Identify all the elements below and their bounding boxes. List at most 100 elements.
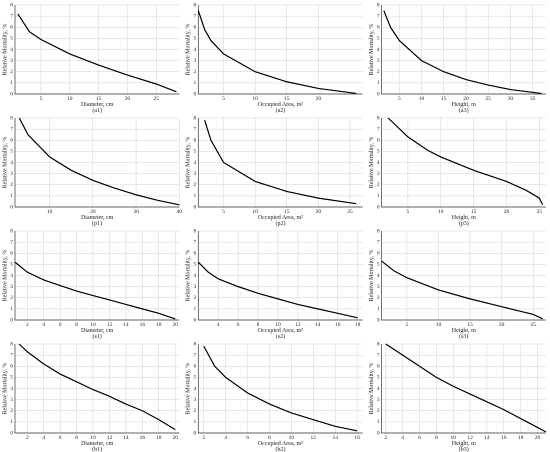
x-tick-label: 15	[471, 209, 477, 215]
y-tick-label: 5	[194, 36, 197, 42]
y-tick-label: 7	[194, 13, 197, 19]
x-axis-label: Diameter, cm	[81, 328, 114, 334]
axes	[14, 5, 180, 95]
y-tick-label: 1	[377, 80, 380, 86]
y-tick-label: 8	[194, 228, 197, 234]
axes	[197, 5, 363, 95]
curve	[387, 117, 544, 206]
x-tick-label: 8	[257, 322, 260, 328]
y-tick-label: 3	[10, 397, 13, 403]
curve	[18, 343, 176, 431]
y-tick-label: 2	[377, 69, 380, 75]
y-tick-label: 3	[377, 397, 380, 403]
panel: 0 1 2 3 4 5 6 7 8 5 10 15 20 25 Height, m(s3) Relative …	[369, 228, 546, 340]
x-tick-label: 2	[202, 435, 205, 441]
x-tick-label: 18	[156, 322, 162, 328]
y-tick-label: 4	[194, 47, 197, 53]
y-tick-label: 8	[10, 115, 13, 121]
y-tick-label: 6	[194, 25, 197, 31]
x-axis-label: Height, m	[452, 441, 476, 447]
y-tick-label: 5	[10, 375, 13, 381]
y-tick-label: 4	[10, 160, 13, 166]
y-tick-label: 1	[194, 193, 197, 199]
y-tick-label: 2	[10, 69, 13, 75]
x-tick-label: 20	[499, 322, 505, 328]
y-tick-label: 3	[377, 171, 380, 177]
y-tick-label: 7	[194, 352, 197, 358]
x-tick-label: 20	[504, 209, 510, 215]
y-tick-label: 6	[10, 251, 13, 257]
y-tick-label: 7	[10, 13, 13, 19]
y-tick-label: 1	[10, 80, 13, 86]
y-tick-label: 1	[10, 306, 13, 312]
x-tick-label: 16	[140, 322, 146, 328]
y-tick-label: 1	[194, 306, 197, 312]
x-tick-label: 5	[222, 96, 225, 102]
y-tick-label: 8	[377, 2, 380, 8]
x-tick-label: 20	[316, 209, 322, 215]
y-tick-label: 0	[194, 430, 197, 436]
x-tick-label: 16	[354, 435, 360, 441]
x-tick-label: 25	[347, 209, 353, 215]
axes	[381, 118, 546, 208]
y-tick-label: 5	[377, 36, 380, 42]
caption: (a1)	[92, 107, 102, 114]
x-axis-label: Occupied Area, m²	[258, 102, 303, 108]
x-tick-label: 4	[217, 322, 220, 328]
y-tick-label: 8	[377, 228, 380, 234]
y-tick-label: 4	[377, 47, 380, 53]
x-tick-label: 14	[123, 322, 129, 328]
y-axis-label: Relative Mortality, %	[369, 363, 375, 415]
x-tick-label: 12	[467, 435, 473, 441]
y-tick-label: 5	[10, 262, 13, 268]
axes	[381, 5, 546, 95]
x-tick-label: 12	[295, 322, 301, 328]
x-tick-label: 6	[246, 435, 249, 441]
y-tick-label: 4	[377, 386, 380, 392]
caption: (b1)	[92, 446, 102, 452]
y-axis-label: Relative Mortality, %	[369, 250, 375, 302]
y-tick-label: 6	[377, 25, 380, 31]
x-axis-label: Diameter, cm	[81, 441, 114, 447]
y-axis-label: Relative Mortality, %	[186, 137, 192, 189]
y-axis-label: Relative Mortality, %	[186, 250, 192, 302]
x-tick-label: 2	[26, 435, 29, 441]
x-tick-label: 5	[40, 96, 43, 102]
x-tick-label: 18	[156, 435, 162, 441]
y-tick-label: 6	[377, 364, 380, 370]
caption: (p3)	[459, 220, 469, 227]
y-tick-label: 7	[377, 352, 380, 358]
y-tick-label: 8	[10, 2, 13, 8]
x-tick-label: 20	[125, 96, 131, 102]
y-tick-label: 2	[377, 295, 380, 301]
x-tick-label: 20	[463, 96, 469, 102]
curve	[197, 261, 358, 319]
y-tick-label: 5	[10, 149, 13, 155]
x-tick-label: 40	[177, 209, 183, 215]
y-tick-label: 7	[377, 13, 380, 19]
x-tick-label: 14	[332, 435, 338, 441]
panel: 0 1 2 3 4 5 6 7 8 5 10 15 20 25 Height, m(p3) Relative …	[369, 115, 546, 227]
x-axis-label: Occupied Area, m²	[258, 328, 303, 334]
y-tick-label: 3	[377, 284, 380, 290]
y-tick-label: 0	[10, 430, 13, 436]
caption: (p2)	[275, 220, 285, 227]
y-tick-label: 5	[377, 262, 380, 268]
y-tick-label: 8	[10, 228, 13, 234]
y-tick-label: 8	[377, 115, 380, 121]
y-tick-label: 0	[10, 317, 13, 323]
y-tick-label: 3	[10, 171, 13, 177]
y-axis-label: Relative Mortality, %	[369, 24, 375, 76]
curve	[14, 261, 176, 320]
x-tick-label: 12	[311, 435, 317, 441]
y-tick-label: 8	[194, 2, 197, 8]
x-tick-label: 10	[289, 435, 295, 441]
x-tick-label: 5	[406, 322, 409, 328]
y-tick-label: 8	[10, 341, 13, 347]
caption: (s2)	[276, 333, 285, 340]
x-tick-label: 10	[419, 96, 425, 102]
